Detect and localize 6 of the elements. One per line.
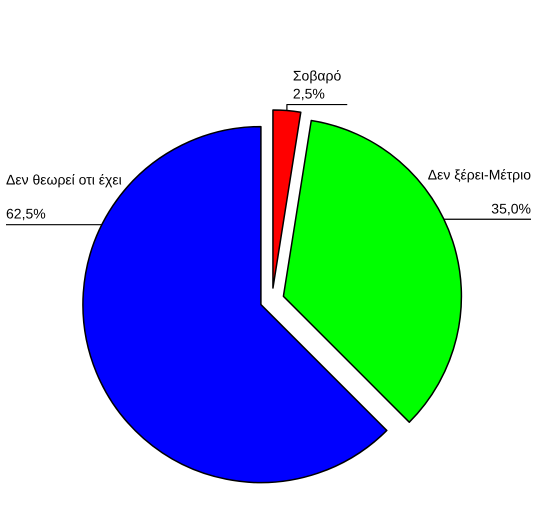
data-label: 2,5%: [292, 86, 325, 102]
slice-label: Σοβαρό: [292, 68, 342, 84]
slice-label: Δεν θεωρεί οτι έχει: [6, 172, 122, 188]
slice-label: Δεν ξέρει-Μέτριο: [428, 166, 532, 182]
data-label: 62,5%: [6, 206, 46, 222]
data-label: 35,0%: [491, 200, 531, 216]
